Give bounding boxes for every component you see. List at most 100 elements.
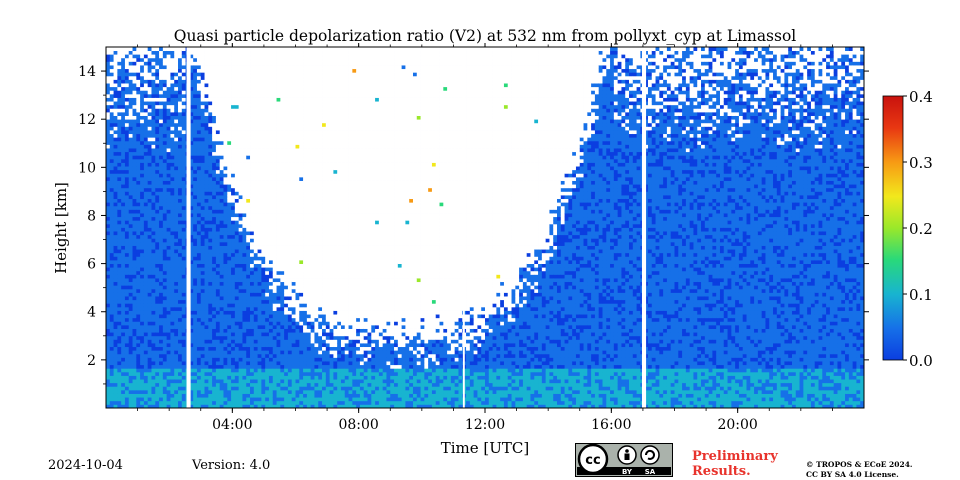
heatmap-cell [121, 246, 125, 250]
heatmap-cell [110, 69, 114, 73]
heatmap-cell [148, 83, 152, 87]
heatmap-cell [227, 213, 231, 217]
heatmap-cell [239, 83, 243, 87]
heatmap-cell [114, 209, 118, 213]
heatmap-cell [258, 242, 262, 246]
heatmap-cell [136, 394, 140, 398]
heatmap-cell [174, 90, 178, 94]
heatmap-cell [220, 213, 224, 217]
heatmap-cell [170, 318, 174, 322]
heatmap-cell [174, 166, 178, 170]
heatmap-cell [284, 83, 288, 87]
heatmap-cell [208, 58, 212, 62]
heatmap-cell [178, 126, 182, 130]
heatmap-cell [250, 159, 254, 163]
heatmap-cell [205, 173, 209, 177]
heatmap-cell [208, 51, 212, 55]
heatmap-cell [280, 271, 284, 275]
heatmap-cell [163, 173, 167, 177]
heatmap-cell [144, 166, 148, 170]
heatmap-cell [208, 325, 212, 329]
heatmap-cell [182, 72, 186, 76]
heatmap-cell [140, 347, 144, 351]
heatmap-cell [167, 383, 171, 387]
heatmap-cell [144, 376, 148, 380]
heatmap-cell [239, 177, 243, 181]
heatmap-cell [125, 296, 129, 300]
heatmap-cell [117, 350, 121, 354]
heatmap-cell [106, 231, 110, 235]
heatmap-cell [277, 357, 281, 361]
heatmap-cell [197, 217, 201, 221]
heatmap-cell [284, 202, 288, 206]
heatmap-cell [178, 332, 182, 336]
heatmap-cell [231, 386, 235, 390]
heatmap-cell [144, 339, 148, 343]
heatmap-cell [231, 249, 235, 253]
heatmap-cell [178, 173, 182, 177]
heatmap-cell [208, 170, 212, 174]
heatmap-cell [258, 314, 262, 318]
heatmap-cell [216, 357, 220, 361]
heatmap-cell [151, 188, 155, 192]
heatmap-cell [273, 209, 277, 213]
heatmap-cell [144, 116, 148, 120]
heatmap-cell [205, 372, 209, 376]
heatmap-cell [212, 166, 216, 170]
heatmap-cell [174, 220, 178, 224]
heatmap-cell [167, 209, 171, 213]
heatmap-cell [121, 383, 125, 387]
heatmap-cell [106, 296, 110, 300]
heatmap-cell [144, 228, 148, 232]
heatmap-cell [227, 177, 231, 181]
heatmap-cell [239, 54, 243, 58]
heatmap-cell [136, 94, 140, 98]
heatmap-cell [242, 267, 246, 271]
heatmap-cell [280, 148, 284, 152]
heatmap-cell [155, 256, 159, 260]
heatmap-cell [208, 357, 212, 361]
heatmap-cell [182, 394, 186, 398]
heatmap-cell [284, 94, 288, 98]
heatmap-cell [174, 94, 178, 98]
heatmap-cell [223, 289, 227, 293]
heatmap-cell [133, 285, 137, 289]
heatmap-cell [148, 148, 152, 152]
heatmap-cell [182, 325, 186, 329]
heatmap-cell [239, 296, 243, 300]
heatmap-cell [155, 267, 159, 271]
heatmap-cell [242, 54, 246, 58]
heatmap-cell [125, 347, 129, 351]
heatmap-cell [280, 155, 284, 159]
heatmap-cell [136, 379, 140, 383]
heatmap-cell [250, 271, 254, 275]
heatmap-cell [197, 206, 201, 210]
heatmap-cell [140, 98, 144, 102]
heatmap-cell [106, 155, 110, 159]
heatmap-cell [174, 394, 178, 398]
heatmap-cell [133, 101, 137, 105]
heatmap-cell [117, 170, 121, 174]
heatmap-cell [231, 177, 235, 181]
heatmap-cell [170, 311, 174, 315]
heatmap-cell [258, 249, 262, 253]
heatmap-cell [133, 209, 137, 213]
heatmap-cell [178, 350, 182, 354]
heatmap-cell [292, 274, 296, 278]
heatmap-cell [220, 253, 224, 257]
heatmap-cell [212, 246, 216, 250]
heatmap-cell [167, 357, 171, 361]
heatmap-cell [170, 339, 174, 343]
heatmap-cell [174, 217, 178, 221]
heatmap-cell [136, 141, 140, 145]
heatmap-cell [265, 126, 269, 130]
heatmap-cell [261, 303, 265, 307]
heatmap-cell [220, 170, 224, 174]
heatmap-cell [216, 144, 220, 148]
heatmap-cell [121, 224, 125, 228]
heatmap-cell [223, 242, 227, 246]
heatmap-cell [148, 264, 152, 268]
heatmap-cell [239, 188, 243, 192]
heatmap-cell [265, 137, 269, 141]
heatmap-cell [227, 123, 231, 127]
